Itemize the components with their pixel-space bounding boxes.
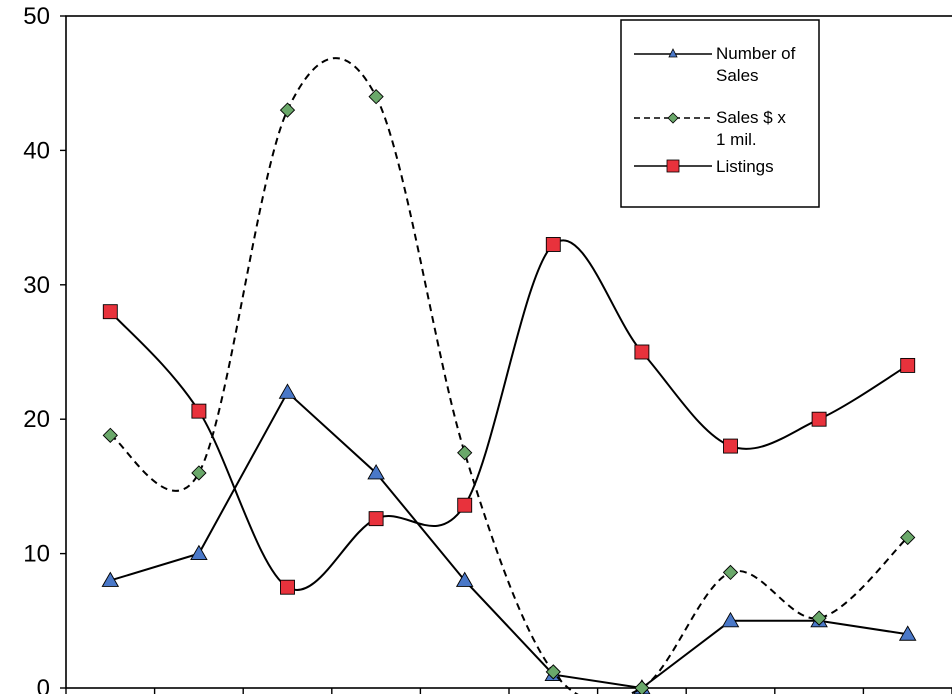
series-sales-dollars — [102, 57, 916, 699]
series-listings — [102, 237, 916, 595]
legend-label-sales-dollars-line2: 1 mil. — [716, 130, 757, 149]
listings-point — [280, 579, 295, 595]
listings-point — [900, 357, 916, 373]
legend: Number of Sales Sales $ x 1 mil. Listing… — [620, 19, 820, 208]
legend-entry-number-of-sales: Number of Sales — [634, 44, 796, 85]
sales-dollars-line — [109, 57, 909, 699]
sales-dollars-point — [545, 664, 561, 680]
y-tick-label: 50 — [23, 3, 50, 30]
legend-marker-diamond — [667, 112, 679, 124]
sales-dollars-point — [811, 610, 827, 626]
legend-marker-square — [666, 159, 680, 173]
legend-marker-triangle — [668, 48, 678, 58]
listings-point — [368, 511, 384, 527]
listings-point — [191, 403, 207, 419]
legend-box — [620, 19, 820, 208]
listings-point — [457, 497, 473, 513]
series-number-of-sales — [101, 383, 917, 695]
sales-dollars-point — [102, 427, 118, 443]
listings-point — [634, 344, 650, 360]
number-of-sales-point — [455, 571, 474, 587]
axes: 0 10 20 30 40 50 — [23, 3, 952, 699]
sales-dollars-point — [279, 102, 296, 118]
y-tick-label: 40 — [23, 137, 50, 164]
legend-label-listings: Listings — [716, 157, 774, 176]
number-of-sales-point — [721, 611, 740, 628]
listings-line — [109, 239, 909, 591]
number-of-sales-point — [190, 544, 208, 561]
y-tick-label: 20 — [23, 406, 50, 433]
sales-dollars-point — [722, 564, 739, 581]
plot-area-border — [65, 15, 952, 689]
series-layer — [101, 57, 917, 699]
y-tick-label: 30 — [23, 272, 50, 299]
number-of-sales-point — [367, 464, 385, 480]
y-tick-label: 0 — [37, 675, 50, 694]
listings-point — [723, 438, 738, 454]
legend-entry-listings: Listings — [634, 157, 774, 176]
legend-label-sales-dollars-line1: Sales $ x — [716, 108, 786, 127]
listings-point — [811, 411, 827, 427]
listings-point — [545, 237, 561, 252]
number-of-sales-line — [110, 390, 908, 690]
number-of-sales-point — [898, 625, 917, 641]
sales-dollars-point — [457, 445, 473, 461]
sales-dollars-point — [368, 89, 384, 105]
legend-label-number-of-sales-line1: Number of — [716, 44, 796, 63]
legend-label-number-of-sales-line2: Sales — [716, 66, 759, 85]
y-tick-label: 10 — [23, 541, 50, 568]
listings-point — [102, 304, 118, 320]
sales-dollars-point — [191, 465, 207, 481]
sales-dollars-point — [900, 529, 916, 546]
number-of-sales-point — [101, 571, 120, 587]
legend-entry-sales-dollars: Sales $ x 1 mil. — [634, 108, 786, 149]
number-of-sales-point — [278, 383, 297, 399]
